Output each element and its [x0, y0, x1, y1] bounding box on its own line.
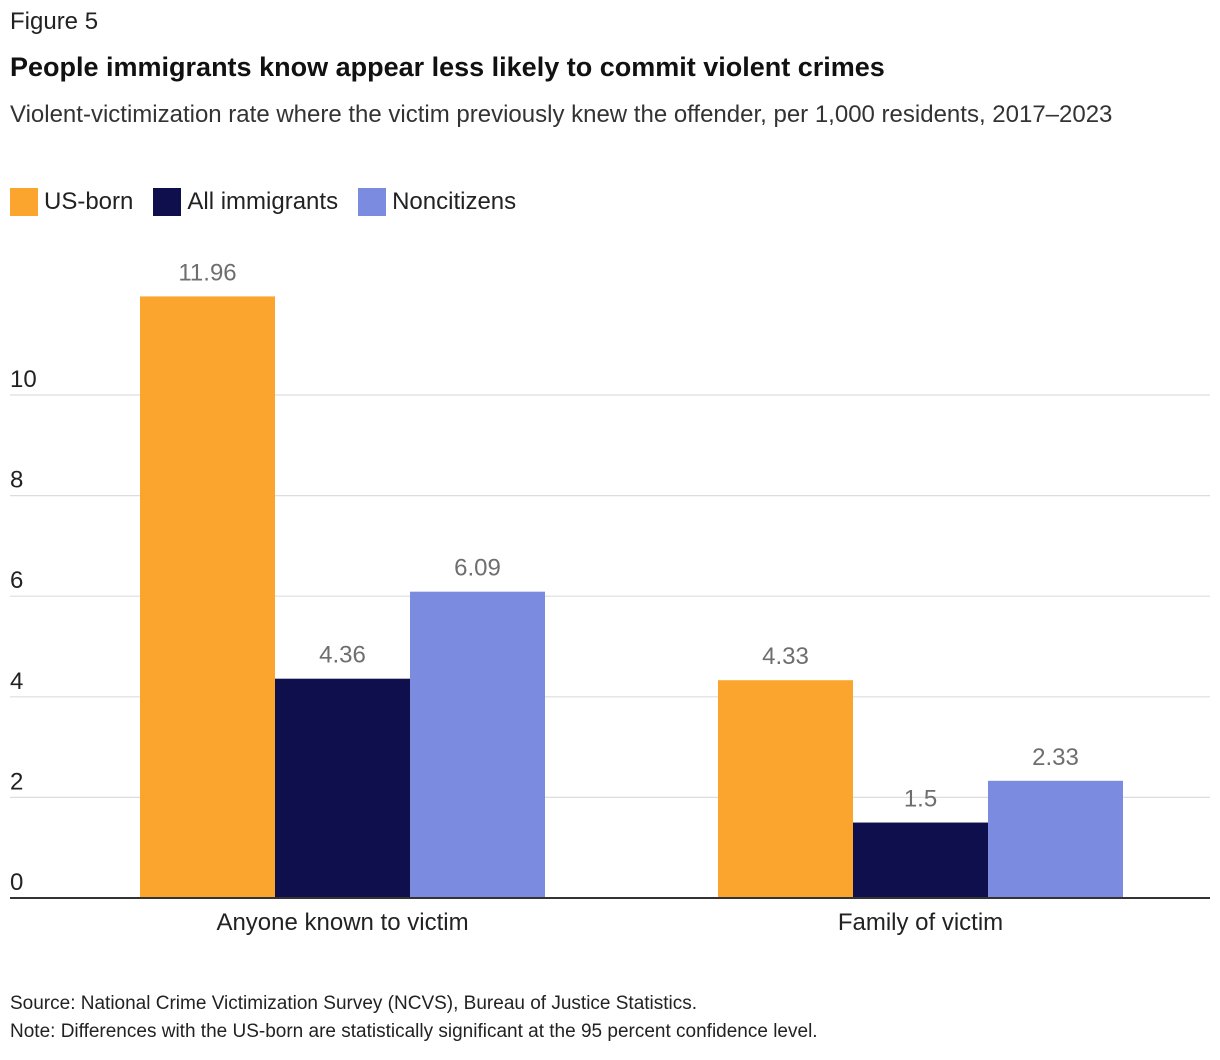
source-note: Source: National Crime Victimization Sur…	[10, 993, 698, 1014]
legend-swatch-us-born	[10, 188, 38, 216]
chart-title: People immigrants know appear less likel…	[10, 52, 885, 82]
bar-noncitizens-0	[410, 591, 545, 898]
bar-us-born-0	[140, 296, 275, 898]
y-tick-label-4: 4	[10, 668, 23, 695]
data-label-us-born-1: 4.33	[762, 643, 809, 670]
significance-note: Note: Differences with the US-born are s…	[10, 1021, 818, 1042]
bar-all-immigrants-0	[275, 678, 410, 898]
legend-label-us-born: US-born	[44, 188, 134, 215]
y-tick-label-6: 6	[10, 567, 23, 594]
legend-swatch-all-immigrants	[153, 188, 182, 216]
x-category-label-1: Family of victim	[838, 909, 1003, 936]
data-label-all-immigrants-0: 4.36	[319, 642, 366, 669]
legend-label-all-immigrants: All immigrants	[187, 188, 339, 215]
x-category-label-0: Anyone known to victim	[216, 909, 468, 936]
bar-all-immigrants-1	[853, 822, 988, 898]
y-tick-label-2: 2	[10, 768, 23, 795]
y-tick-label-8: 8	[10, 467, 23, 494]
y-tick-label-0: 0	[10, 869, 23, 896]
bar-noncitizens-1	[988, 780, 1123, 898]
chart-subtitle: Violent-victimization rate where the vic…	[10, 101, 1113, 128]
data-label-all-immigrants-1: 1.5	[904, 786, 937, 813]
legend-item-us-born: US-born	[10, 188, 133, 216]
data-label-us-born-0: 11.96	[178, 259, 236, 286]
legend-item-all-immigrants: All immigrants	[153, 188, 338, 216]
figure-label: Figure 5	[10, 8, 99, 35]
bar-chart: 0 2 4 6 8 10 11.96 4.36 6.09 Anyone known to vict…	[10, 259, 1210, 936]
data-label-noncitizens-0: 6.09	[454, 555, 501, 582]
bar-us-born-1	[718, 680, 853, 898]
data-label-noncitizens-1: 2.33	[1032, 744, 1079, 771]
legend-item-noncitizens: Noncitizens	[358, 188, 516, 216]
y-tick-label-10: 10	[10, 366, 37, 393]
footer: Source: National Crime Victimization Sur…	[10, 990, 818, 1046]
legend-swatch-noncitizens	[358, 188, 387, 216]
legend: US-born All immigrants Noncitizens	[10, 188, 536, 216]
legend-label-noncitizens: Noncitizens	[392, 188, 517, 215]
